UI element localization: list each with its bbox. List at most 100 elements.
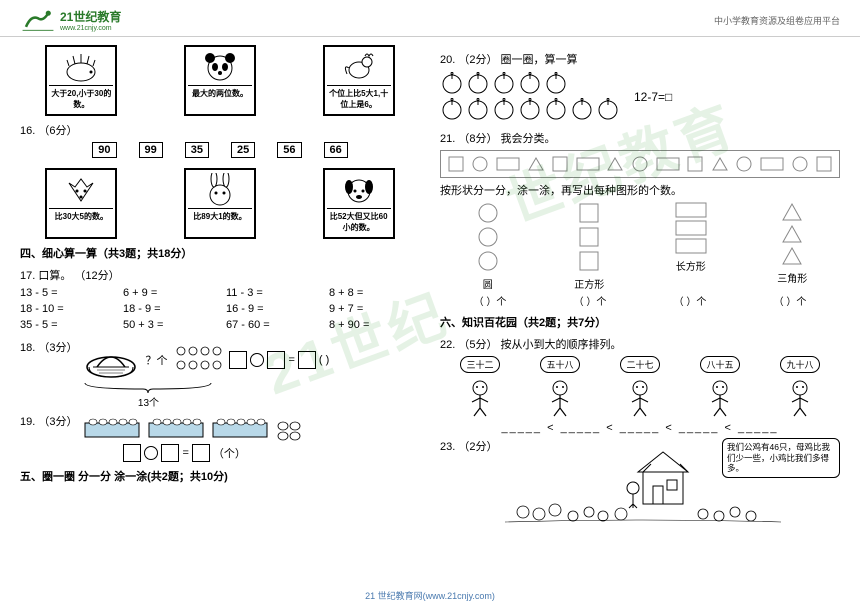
answer-box[interactable]	[192, 444, 210, 462]
q17-num: 17.	[20, 270, 35, 282]
section-6-title: 六、知识百花园（共2题；共7分）	[440, 314, 840, 330]
square-icon	[815, 155, 833, 173]
number-box: 25	[231, 142, 255, 158]
card-label: 比30大5的数。	[49, 208, 113, 224]
animal-card: 个位上比5大1,十位上是6。	[323, 45, 395, 116]
q19-num: 19.	[20, 416, 35, 428]
kid-tag: 五十八	[540, 356, 579, 373]
oral-cell: 18 - 9 =	[123, 303, 214, 315]
triangle-icon	[711, 156, 729, 172]
op-circle[interactable]	[250, 353, 264, 367]
answer-box[interactable]	[161, 444, 179, 462]
q20-body: 12-7=□	[440, 70, 840, 124]
q21-shape-pool	[440, 150, 840, 178]
q18-pts: （3分）	[38, 342, 77, 354]
q18-total: 13个	[83, 394, 213, 409]
circle-icon	[735, 155, 753, 173]
q22-label: 按从小到大的顺序排列。	[501, 339, 622, 351]
circle-icon	[471, 155, 489, 173]
circle-icon	[791, 155, 809, 173]
bells-bot	[440, 98, 620, 122]
count-blank[interactable]: （ ）个	[574, 293, 607, 308]
q21-header: 21. （8分） 我会分类。	[440, 130, 840, 146]
square-icon	[686, 155, 704, 173]
bells-top	[440, 72, 620, 96]
q18-equation: = ( )	[229, 351, 329, 369]
cards-row-top: 大于20,小于30的数。最大的两位数。个位上比5大1,十位上是6。	[20, 45, 420, 116]
kid-tag: 九十八	[780, 356, 819, 373]
bell-icon	[440, 72, 464, 96]
q23: 23. （2分） 我们公鸡有46只，母鸡比我们少一些，小鸡比我们多得多。	[440, 438, 840, 531]
animal-card: 比52大但又比60小的数。	[323, 168, 395, 239]
circle-icon	[631, 155, 649, 173]
answer-box[interactable]	[123, 444, 141, 462]
kid-icon	[458, 374, 502, 418]
q23-num: 23.	[440, 441, 455, 453]
q16-pts: （6分）	[38, 125, 77, 137]
logo-url: www.21cnjy.com	[60, 25, 121, 32]
q23-pts: （2分）	[458, 441, 497, 453]
eggtray-icon	[83, 413, 141, 441]
number-box: 56	[277, 142, 301, 158]
oral-cell: 18 - 10 =	[20, 303, 111, 315]
flowers-icon	[173, 343, 223, 377]
logo: 21世纪教育 www.21cnjy.com	[20, 8, 121, 32]
q17-pts: （12分）	[74, 270, 119, 282]
shape-column: 长方形	[643, 202, 739, 291]
q21-fill-row: （ ）个 （ ）个 （ ）个 （ ）个	[440, 293, 840, 308]
bell-icon	[596, 98, 620, 122]
kid: 九十八	[778, 356, 822, 418]
q22-blanks: _____ < _____ < _____ < _____ < _____	[440, 422, 840, 434]
q23-speech-bubble: 我们公鸡有46只，母鸡比我们少一些，小鸡比我们多得多。	[722, 438, 840, 478]
q17-header: 17. 口算。 （12分）	[20, 267, 420, 283]
section-4-title: 四、细心算一算（共3题；共18分）	[20, 245, 420, 261]
answer-box[interactable]	[267, 351, 285, 369]
oral-cell: 16 - 9 =	[226, 303, 317, 315]
op-circle[interactable]	[144, 446, 158, 460]
q21-instruction: 按形状分一分，涂一涂，再写出每种图形的个数。	[440, 182, 840, 198]
equals: =	[182, 447, 188, 459]
card-label: 比89大1的数。	[188, 208, 252, 224]
count-blank[interactable]: （ ）个	[674, 293, 707, 308]
oral-cell: 11 - 3 =	[226, 287, 317, 299]
kid-icon	[618, 374, 662, 418]
oral-cell: 13 - 5 =	[20, 287, 111, 299]
oral-cell: 50 + 3 =	[123, 319, 214, 331]
bell-icon	[544, 98, 568, 122]
section-5-title: 五、圈一圈 分一分 涂一涂(共2题；共10分)	[20, 468, 420, 484]
cards-row-bottom: 比30大5的数。 比89大1的数。 比52大但又比60小的数。	[20, 168, 420, 239]
card-label: 个位上比5大1,十位上是6。	[327, 85, 391, 112]
rect-icon	[656, 157, 680, 171]
q20-eq: 12-7=□	[634, 90, 672, 104]
logo-runner-icon	[20, 8, 56, 32]
count-blank[interactable]: （ ）个	[774, 293, 807, 308]
q19-header: 19. （3分）	[20, 413, 77, 429]
animal-card: 比89大1的数。	[184, 168, 256, 239]
shape-col-label: 长方形	[676, 258, 706, 273]
oral-cell: 9 + 7 =	[329, 303, 420, 315]
bell-icon	[544, 72, 568, 96]
answer-box[interactable]	[229, 351, 247, 369]
page-body: 大于20,小于30的数。最大的两位数。个位上比5大1,十位上是6。 16. （6…	[0, 37, 860, 531]
answer-box[interactable]	[298, 351, 316, 369]
basket-icon	[83, 341, 139, 379]
header-right-text: 中小学教育资源及组卷应用平台	[714, 14, 840, 27]
kid: 五十八	[538, 356, 582, 418]
rect-icon	[760, 157, 784, 171]
q19-equation: = （个）	[123, 444, 420, 462]
card-label: 大于20,小于30的数。	[49, 85, 113, 112]
q18: 18. （3分） ？个	[20, 339, 420, 409]
q16-number-row: 909935255666	[20, 142, 420, 158]
q21-pts: （8分）	[458, 133, 497, 145]
kid: 二十七	[618, 356, 662, 418]
triangle-icon	[527, 156, 545, 172]
logo-text: 21世纪教育	[60, 8, 121, 25]
bell-icon	[492, 72, 516, 96]
rect-icon	[496, 157, 520, 171]
rect-icon	[576, 157, 600, 171]
square-icon	[551, 155, 569, 173]
shape-col-label: 三角形	[777, 270, 807, 285]
count-blank[interactable]: （ ）个	[474, 293, 507, 308]
oral-cell: 8 + 90 =	[329, 319, 420, 331]
bell-icon	[466, 72, 490, 96]
